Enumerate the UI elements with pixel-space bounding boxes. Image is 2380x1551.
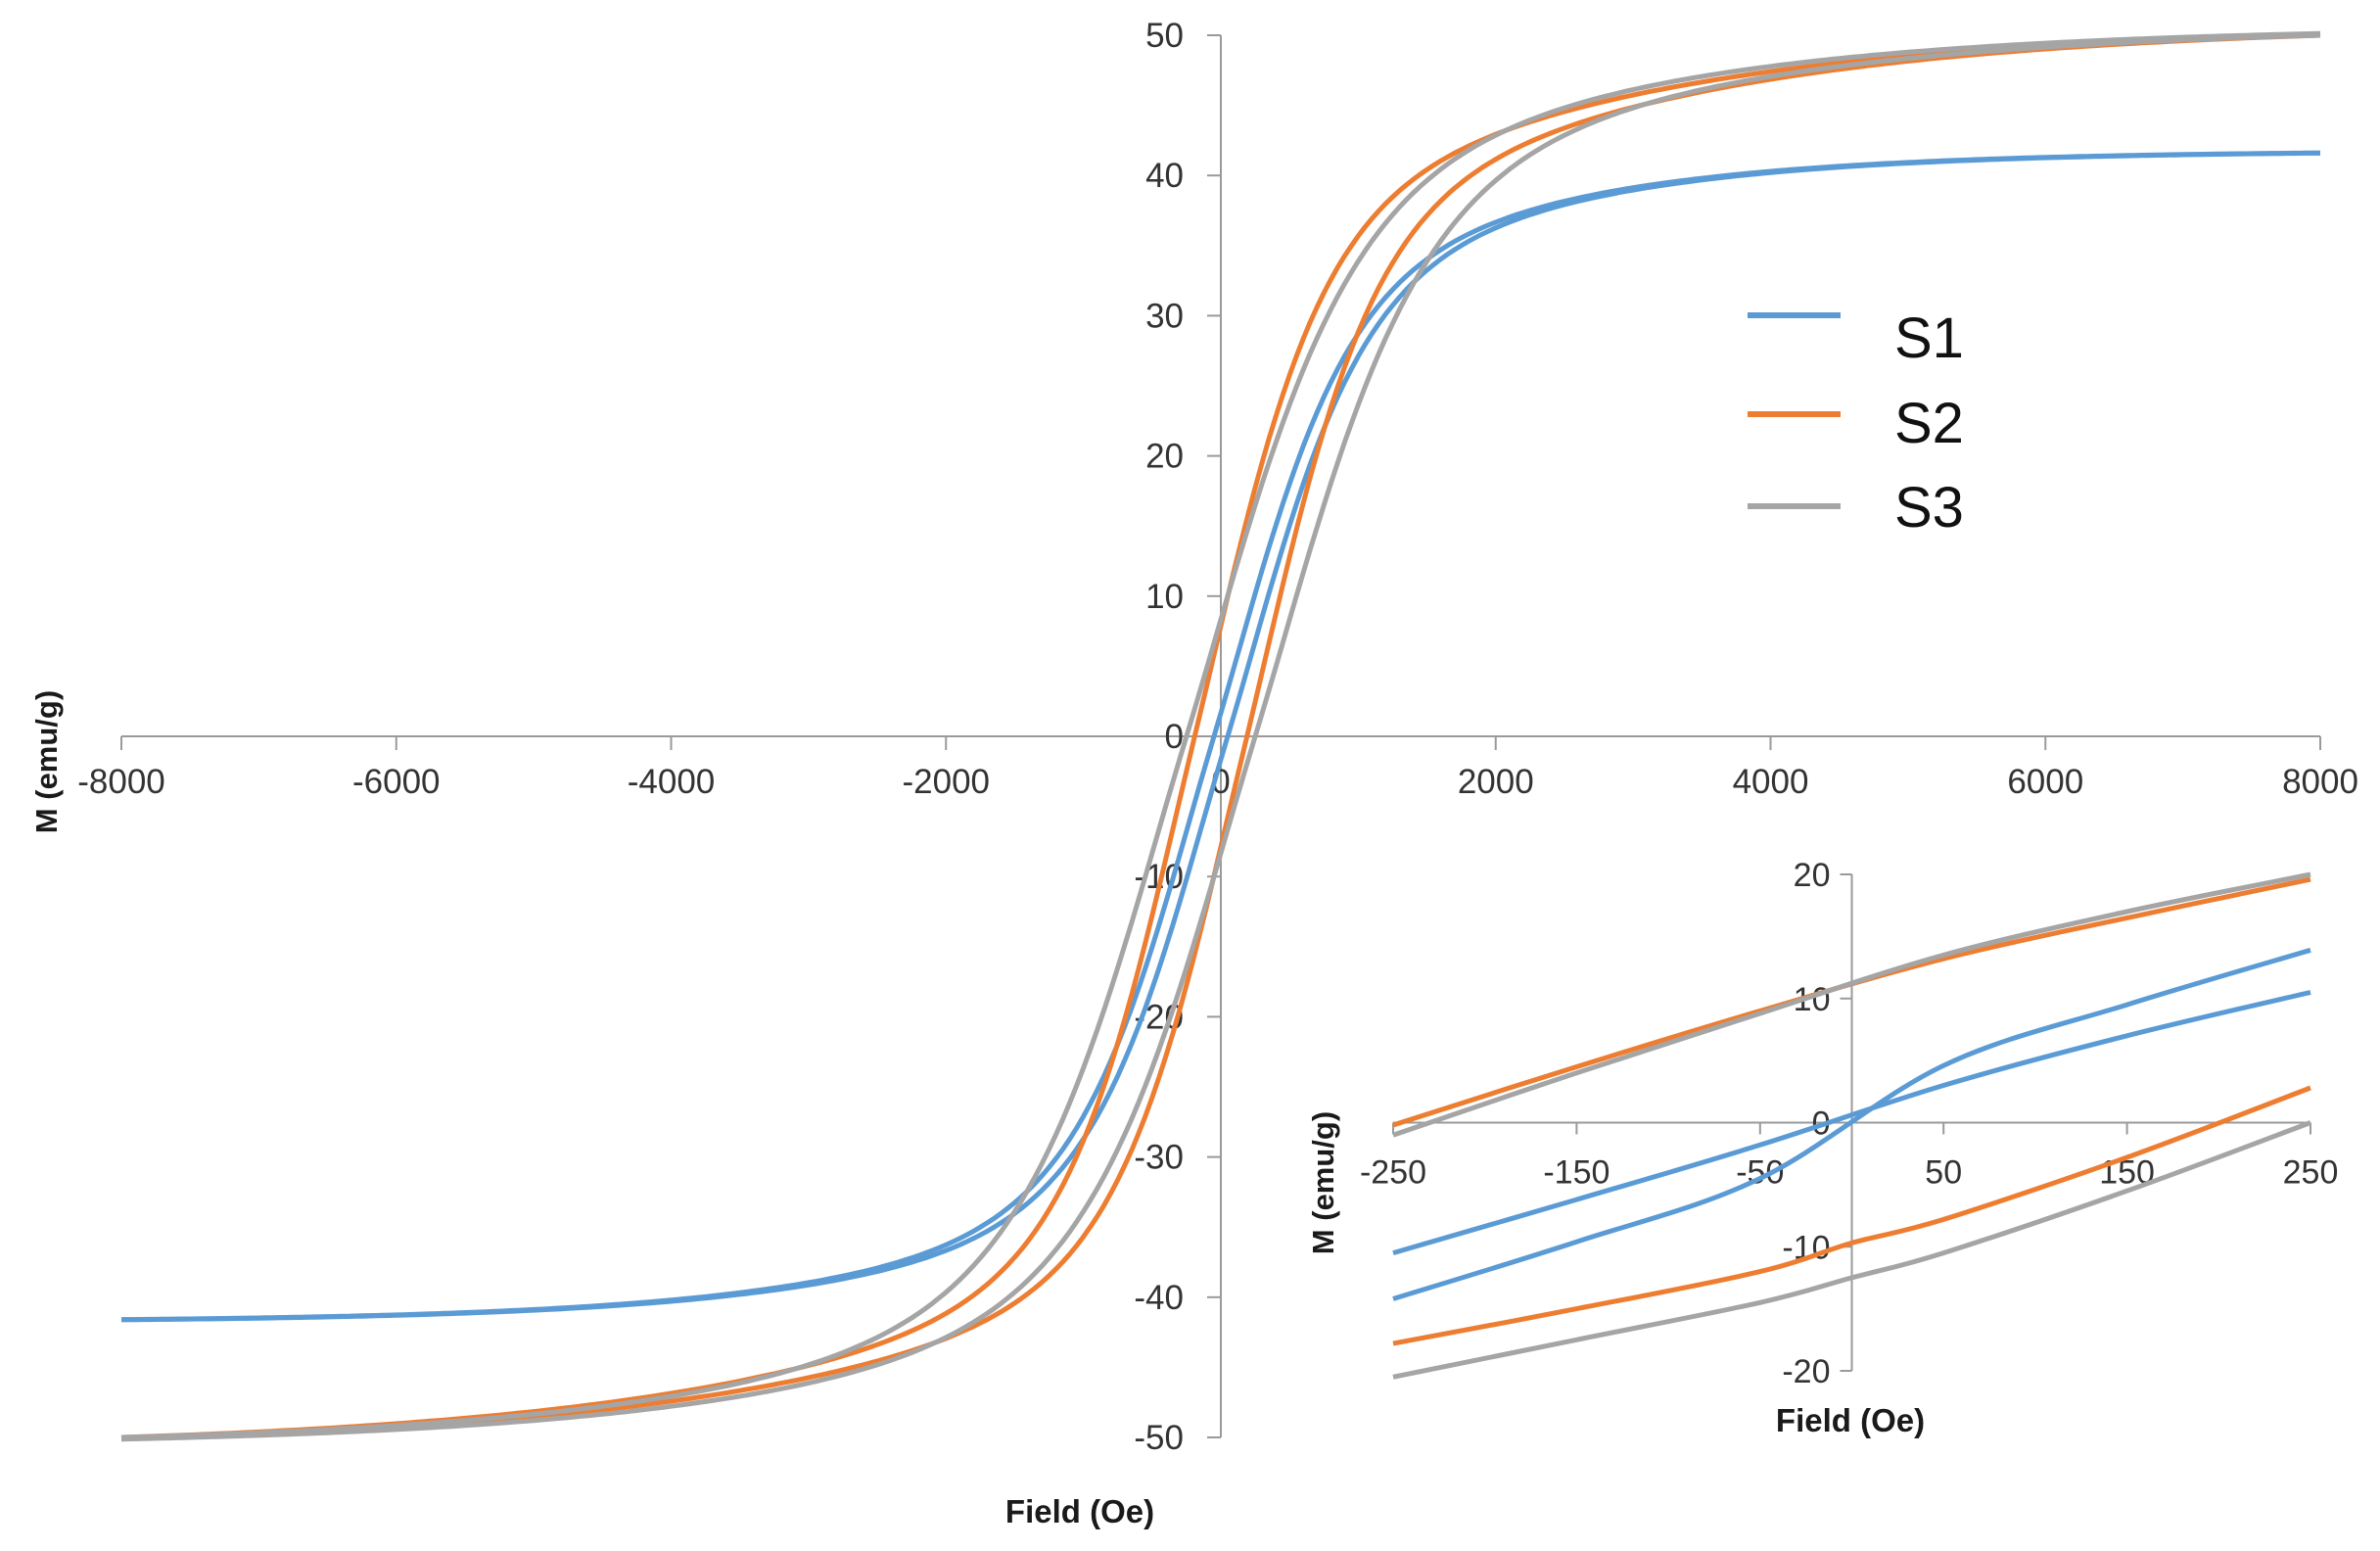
inset-y-axis-title: M (emu/g) bbox=[1306, 1111, 1340, 1254]
inset-x-axis-title: Field (Oe) bbox=[1776, 1402, 1925, 1438]
main-y-tick-label: -30 bbox=[1134, 1139, 1184, 1177]
inset-series-s1-ascending bbox=[1392, 989, 2311, 1256]
main-x-tick-label: -2000 bbox=[902, 763, 990, 801]
inset-y-tick-label: 20 bbox=[1794, 857, 1831, 894]
inset-x-tick-label: 250 bbox=[2283, 1154, 2339, 1192]
inset-series-s3-descending bbox=[1392, 871, 2311, 1138]
inset-series-s1-descending bbox=[1392, 947, 2311, 1301]
main-y-tick-label: 50 bbox=[1145, 17, 1184, 55]
main-series-s3-ascending bbox=[120, 32, 2321, 1442]
main-y-tick-label: -40 bbox=[1134, 1279, 1184, 1317]
inset-series-s2-ascending bbox=[1392, 1085, 2311, 1346]
inset-x-tick-label: -250 bbox=[1360, 1154, 1426, 1192]
main-series-s3-descending bbox=[120, 30, 2321, 1440]
main-x-tick-label: 4000 bbox=[1733, 763, 1809, 801]
main-x-tick-label: 6000 bbox=[2007, 763, 2083, 801]
main-y-tick-label: 0 bbox=[1165, 718, 1184, 756]
inset-series-group bbox=[1392, 871, 2311, 1380]
main-x-tick-label: 2000 bbox=[1458, 763, 1534, 801]
legend: S1 S2 S3 bbox=[1748, 306, 1964, 540]
main-series-s1-descending bbox=[120, 150, 2320, 1323]
main-x-axis-title: Field (Oe) bbox=[1005, 1493, 1154, 1529]
legend-label-s3: S3 bbox=[1894, 476, 1964, 540]
main-y-tick-label: 30 bbox=[1145, 297, 1184, 335]
main-axes: -8000 -6000 -4000 -2000 0 2000 4000 6000 8000 -50… bbox=[77, 17, 2358, 1457]
main-x-tick-label: 8000 bbox=[2282, 763, 2358, 801]
legend-label-s2: S2 bbox=[1894, 392, 1964, 455]
main-x-tick-label: -8000 bbox=[77, 763, 165, 801]
legend-label-s1: S1 bbox=[1894, 306, 1964, 370]
inset-x-tick-label: 50 bbox=[1925, 1154, 1962, 1192]
main-x-tick-label: -6000 bbox=[352, 763, 441, 801]
inset-x-tick-label: -150 bbox=[1543, 1154, 1610, 1192]
main-y-axis-title: M (emu/g) bbox=[29, 690, 64, 833]
inset-series-s3-ascending bbox=[1392, 1120, 2311, 1380]
main-y-tick-label: -50 bbox=[1134, 1419, 1184, 1457]
main-y-tick-label: 20 bbox=[1145, 438, 1184, 476]
inset-y-tick-label: -20 bbox=[1782, 1353, 1830, 1390]
main-series-group bbox=[120, 30, 2321, 1442]
main-y-tick-label: 10 bbox=[1145, 578, 1184, 616]
main-x-tick-label: -4000 bbox=[628, 763, 716, 801]
main-y-tick-label: 40 bbox=[1145, 157, 1184, 195]
